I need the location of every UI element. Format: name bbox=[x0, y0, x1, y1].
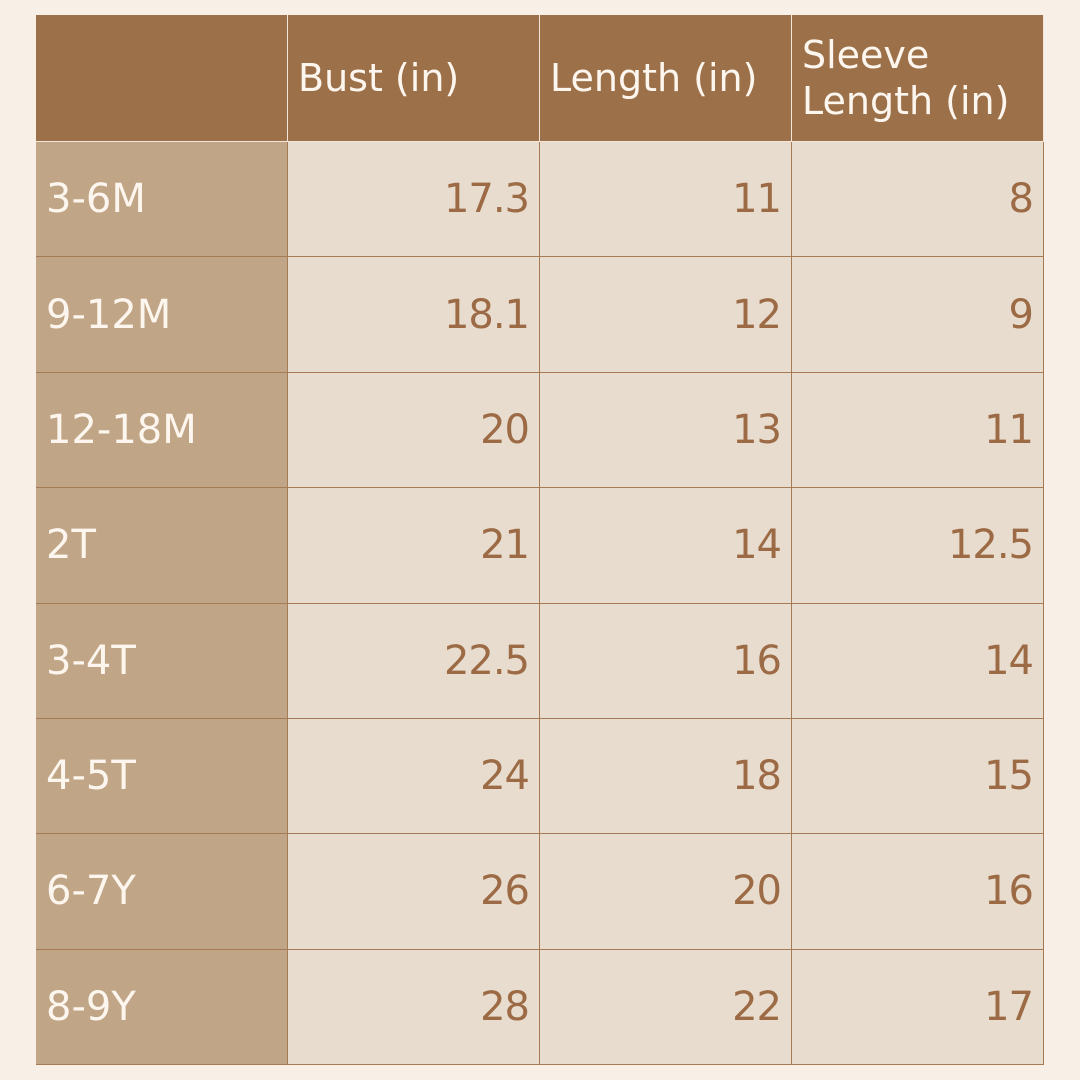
measurement: 11 bbox=[540, 142, 792, 258]
measurement: 20 bbox=[288, 372, 540, 489]
measurement: 24 bbox=[288, 718, 540, 835]
size-label: 3-4T bbox=[36, 603, 288, 719]
size-label: 3-6M bbox=[36, 142, 288, 258]
measurement: 12.5 bbox=[792, 488, 1044, 604]
measurement: 14 bbox=[792, 603, 1044, 719]
size-label: 9-12M bbox=[36, 257, 288, 373]
measurement: 16 bbox=[540, 603, 792, 719]
measurement: 18 bbox=[540, 718, 792, 835]
measurement: 9 bbox=[792, 257, 1044, 373]
measurement: 22.5 bbox=[288, 603, 540, 719]
measurement: 16 bbox=[792, 834, 1044, 950]
size-label: 2T bbox=[36, 488, 288, 604]
size-label: 4-5T bbox=[36, 718, 288, 835]
measurement: 22 bbox=[540, 949, 792, 1065]
measurement: 26 bbox=[288, 834, 540, 950]
size-table: Bust (in) Length (in) Sleeve Length (in) 3-… bbox=[36, 15, 1044, 1065]
measurement: 28 bbox=[288, 949, 540, 1065]
size-label: 8-9Y bbox=[36, 949, 288, 1065]
measurement: 18.1 bbox=[288, 257, 540, 373]
measurement: 8 bbox=[792, 142, 1044, 258]
measurement: 11 bbox=[792, 372, 1044, 489]
measurement: 13 bbox=[540, 372, 792, 489]
size-label: 6-7Y bbox=[36, 834, 288, 950]
measurement: 17.3 bbox=[288, 142, 540, 258]
measurement: 12 bbox=[540, 257, 792, 373]
header-corner bbox=[36, 15, 288, 142]
column-header: Length (in) bbox=[540, 15, 792, 142]
column-header: Sleeve Length (in) bbox=[792, 15, 1044, 142]
measurement: 21 bbox=[288, 488, 540, 604]
measurement: 20 bbox=[540, 834, 792, 950]
measurement: 15 bbox=[792, 718, 1044, 835]
measurement: 17 bbox=[792, 949, 1044, 1065]
measurement: 14 bbox=[540, 488, 792, 604]
size-label: 12-18M bbox=[36, 372, 288, 489]
column-header: Bust (in) bbox=[288, 15, 540, 142]
